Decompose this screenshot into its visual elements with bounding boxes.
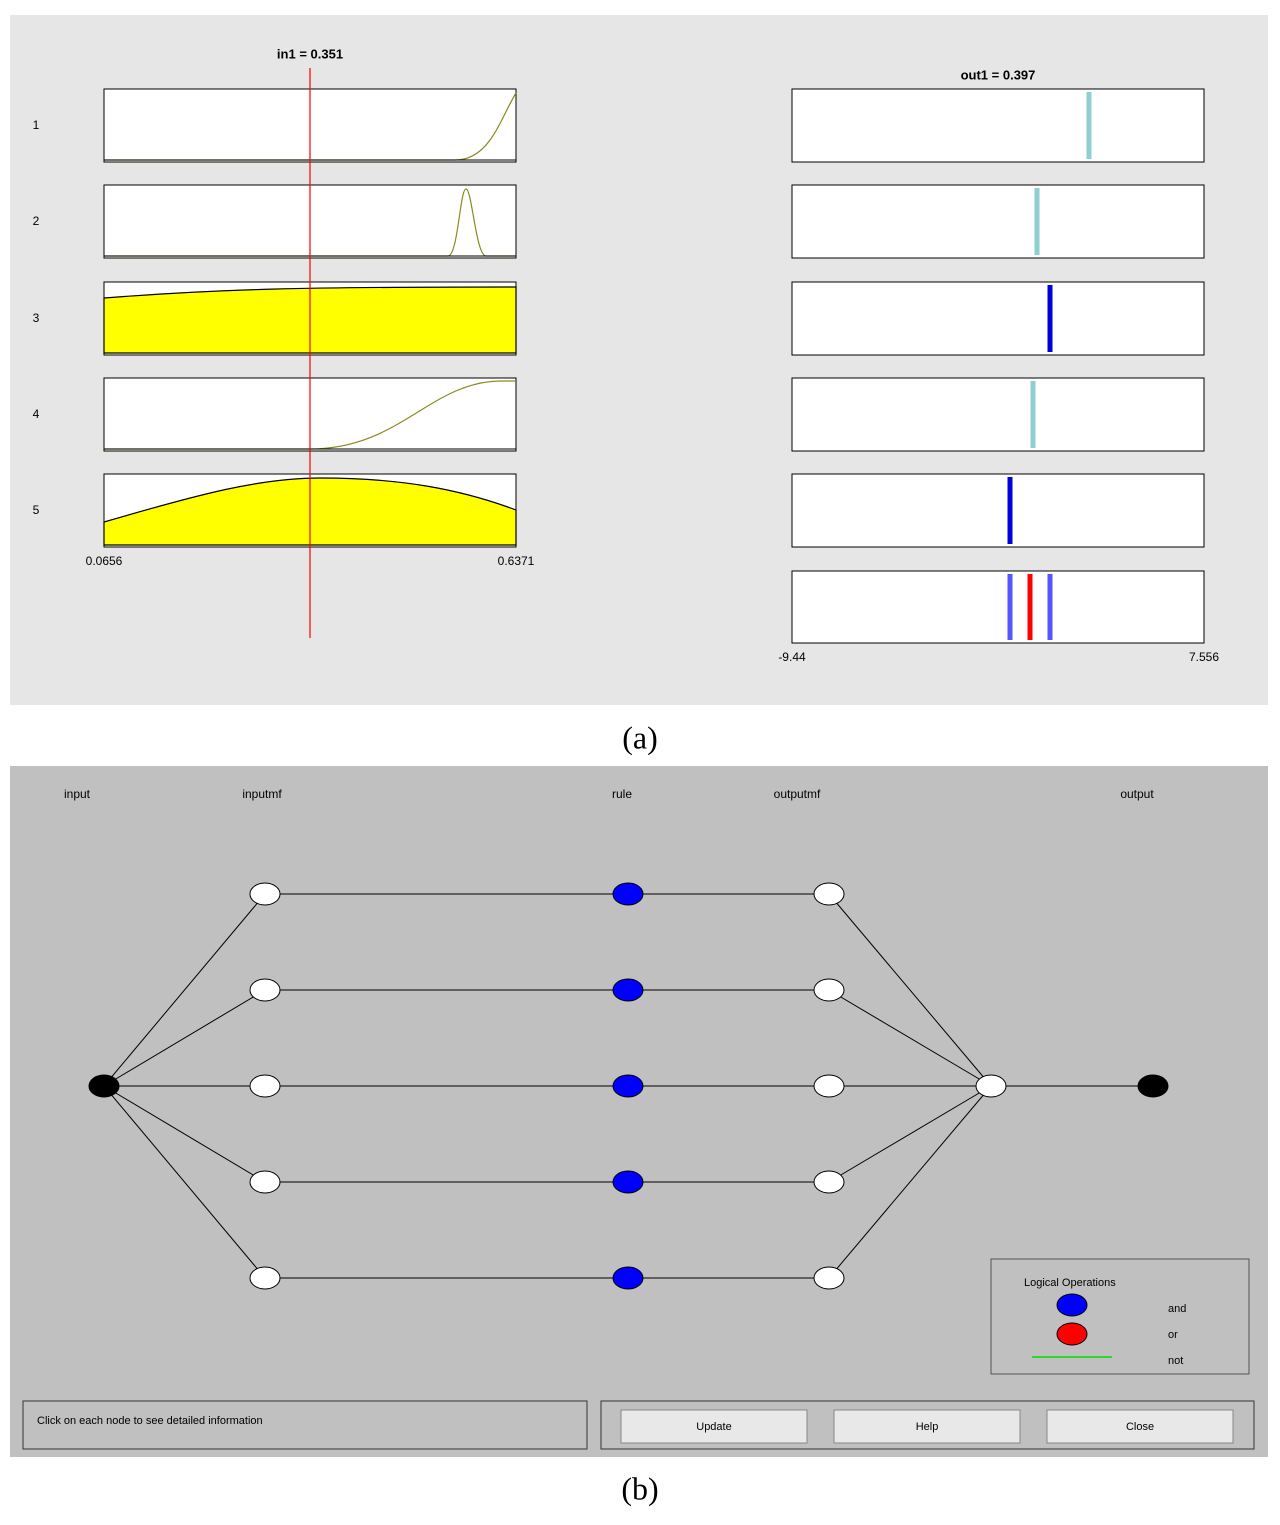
structure-panel bbox=[10, 766, 1268, 1457]
edge bbox=[828, 1085, 992, 1183]
output-bar bbox=[1030, 381, 1036, 448]
output-bar bbox=[1027, 574, 1033, 640]
output-plot bbox=[791, 570, 1205, 644]
column-label: rule bbox=[612, 787, 632, 801]
button[interactable] bbox=[833, 1409, 1021, 1444]
rule-label: 2 bbox=[33, 214, 40, 228]
column-label: output bbox=[1120, 787, 1154, 801]
output-plot bbox=[791, 473, 1205, 548]
button-box bbox=[600, 1400, 1255, 1450]
rule-node[interactable] bbox=[612, 1170, 644, 1194]
mf-curve bbox=[104, 380, 516, 450]
output-bar bbox=[1086, 92, 1092, 159]
legend-label: and bbox=[1168, 1303, 1186, 1315]
output-bar bbox=[1007, 477, 1013, 544]
rule-label: 1 bbox=[33, 118, 40, 132]
mf-curve bbox=[104, 188, 516, 257]
button-label[interactable]: Close bbox=[1126, 1421, 1154, 1433]
outputmf-node[interactable] bbox=[813, 882, 845, 906]
axis-min: -9.44 bbox=[778, 650, 806, 664]
edge bbox=[828, 1085, 992, 1279]
edge bbox=[103, 1085, 266, 1183]
inputmf-node[interactable] bbox=[249, 978, 281, 1002]
status-box bbox=[22, 1400, 588, 1450]
edge bbox=[828, 893, 992, 1087]
status-text: Click on each node to see detailed infor… bbox=[37, 1415, 263, 1427]
output-plot bbox=[791, 88, 1205, 163]
button-label[interactable]: Help bbox=[916, 1421, 939, 1433]
output-node[interactable] bbox=[1137, 1074, 1169, 1098]
inputmf-node[interactable] bbox=[249, 1074, 281, 1098]
rule-node[interactable] bbox=[612, 978, 644, 1002]
output-bar bbox=[1047, 574, 1053, 640]
edge bbox=[103, 989, 266, 1087]
axis-min: 0.0656 bbox=[86, 554, 123, 568]
inputmf-node[interactable] bbox=[249, 882, 281, 906]
rule-node[interactable] bbox=[612, 1074, 644, 1098]
inputmf-node[interactable] bbox=[249, 1170, 281, 1194]
column-label: outputmf bbox=[774, 787, 821, 801]
caption: (b) bbox=[621, 1470, 658, 1506]
outputmf-node[interactable] bbox=[813, 1266, 845, 1290]
output-plot bbox=[791, 281, 1205, 356]
edge bbox=[103, 1085, 266, 1279]
output-bar bbox=[1007, 574, 1013, 640]
edge bbox=[103, 893, 266, 1087]
output-bar bbox=[1047, 285, 1053, 352]
axis-max: 0.6371 bbox=[498, 554, 535, 568]
legend-title: Logical Operations bbox=[1024, 1277, 1116, 1289]
button[interactable] bbox=[620, 1409, 808, 1444]
button-label[interactable]: Update bbox=[696, 1421, 731, 1433]
outputmf-node[interactable] bbox=[813, 978, 845, 1002]
input-node[interactable] bbox=[88, 1074, 120, 1098]
legend-and bbox=[1056, 1293, 1088, 1317]
output-plot bbox=[791, 377, 1205, 452]
column-label: input bbox=[64, 787, 91, 801]
column-label: inputmf bbox=[242, 787, 282, 801]
axis-max: 7.556 bbox=[1189, 650, 1219, 664]
outputmf-node[interactable] bbox=[813, 1170, 845, 1194]
caption: (a) bbox=[622, 719, 658, 755]
button[interactable] bbox=[1046, 1409, 1234, 1444]
rule-label: 3 bbox=[33, 311, 40, 325]
inputmf-node[interactable] bbox=[249, 1266, 281, 1290]
rule-label: 5 bbox=[33, 503, 40, 517]
legend-label: not bbox=[1168, 1355, 1183, 1367]
sum-node[interactable] bbox=[975, 1074, 1007, 1098]
edge bbox=[828, 989, 992, 1087]
legend-or bbox=[1056, 1322, 1088, 1346]
outputmf-node[interactable] bbox=[813, 1074, 845, 1098]
rule-node[interactable] bbox=[612, 1266, 644, 1290]
output-plot bbox=[791, 184, 1205, 259]
rule-label: 4 bbox=[33, 407, 40, 421]
legend-label: or bbox=[1168, 1329, 1178, 1341]
output-bar bbox=[1034, 188, 1040, 255]
legend-box bbox=[990, 1258, 1250, 1375]
output-title: out1 = 0.397 bbox=[961, 67, 1036, 82]
input-title: in1 = 0.351 bbox=[277, 46, 343, 61]
rule-node[interactable] bbox=[612, 882, 644, 906]
